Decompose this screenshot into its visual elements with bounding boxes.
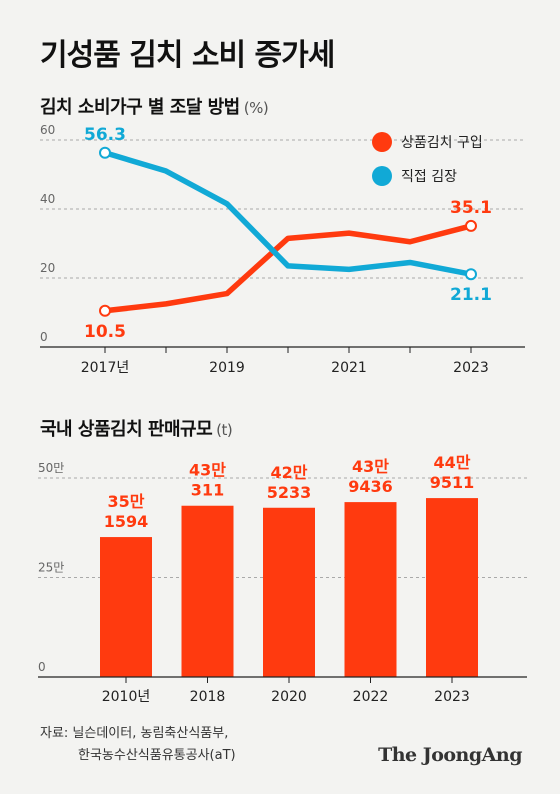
bar <box>181 505 234 677</box>
bar-value-label: 311 <box>191 481 224 500</box>
y-tick-label: 0 <box>38 660 46 674</box>
x-tick-label: 2010년 <box>102 689 151 705</box>
bar-value-label: 9511 <box>430 473 475 492</box>
data-point <box>99 304 111 317</box>
legend-label: 상품김치 구입 <box>401 135 483 151</box>
source-note: 자료: 닐슨데이터, 농림축산식품부, 한국농수산식품유통공사(aT) <box>40 726 236 763</box>
bar-value-label: 43만 <box>189 461 226 480</box>
bar-chart-title: 국내 상품김치 판매규모 (t) <box>40 419 233 440</box>
bar-value-label: 9436 <box>348 477 393 496</box>
bar-value-label: 43만 <box>352 457 389 476</box>
data-label: 21.1 <box>450 285 492 305</box>
bar-value-label: 5233 <box>267 483 312 502</box>
data-label: 10.5 <box>84 322 126 342</box>
bar-chart: 025만50만35만15942010년43만311201842만52332020… <box>38 453 527 705</box>
bar <box>100 537 152 677</box>
bar-value-label: 42만 <box>271 463 308 482</box>
bar-value-label: 44만 <box>434 453 471 472</box>
data-label: 35.1 <box>450 198 492 218</box>
line-chart: 0 20 40 60 2017년 2019 2021 2023 10.5 35.1 56.3 21.1… <box>40 123 525 376</box>
y-tick-label: 0 <box>40 330 48 344</box>
x-tick-label: 2017년 <box>81 360 130 376</box>
bar <box>263 507 315 677</box>
bar <box>344 502 397 677</box>
x-tick-label: 2019 <box>209 360 245 376</box>
x-tick-label: 2021 <box>331 360 367 376</box>
line-chart-title: 김치 소비가구 별 조달 방법 (%) <box>40 97 269 118</box>
legend-swatch <box>372 132 392 152</box>
data-point <box>465 219 477 232</box>
bar <box>426 498 478 677</box>
y-tick-label: 25만 <box>38 561 64 575</box>
brand-logo: The JoongAng <box>378 744 522 766</box>
x-tick-label: 2020 <box>271 689 307 705</box>
x-tick-label: 2018 <box>190 689 226 705</box>
y-tick-label: 50만 <box>38 461 64 475</box>
legend-swatch <box>372 166 392 186</box>
x-tick-label: 2022 <box>353 689 389 705</box>
series-line-1 <box>102 150 474 277</box>
legend-label: 직접 김장 <box>401 169 457 185</box>
y-tick-label: 60 <box>40 123 55 137</box>
x-tick-label: 2023 <box>453 360 489 376</box>
bar-value-label: 1594 <box>104 512 149 531</box>
y-tick-label: 40 <box>40 192 55 206</box>
data-label: 56.3 <box>84 125 126 145</box>
data-point <box>465 268 477 281</box>
y-tick-label: 20 <box>40 261 55 275</box>
page-title: 기성품 김치 소비 증가세 <box>40 38 335 73</box>
bar-value-label: 35만 <box>108 492 145 511</box>
series-line-0 <box>102 223 474 314</box>
x-tick-label: 2023 <box>434 689 470 705</box>
data-point <box>99 146 111 159</box>
